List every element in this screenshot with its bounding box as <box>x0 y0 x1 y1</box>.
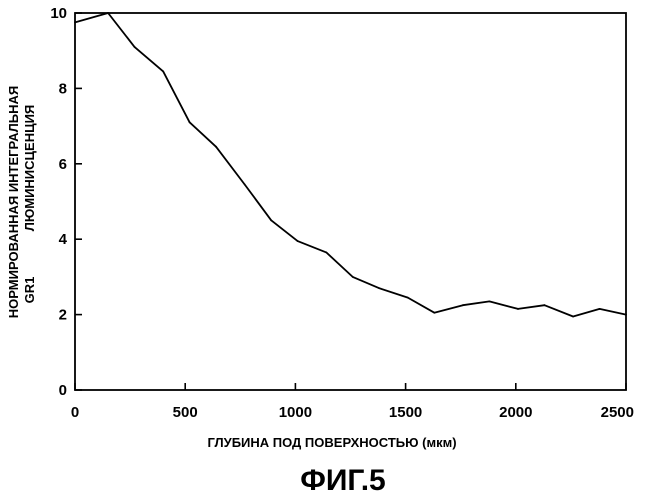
data-point <box>297 240 299 242</box>
y-axis-ticks: 0 2 4 6 8 10 <box>50 5 82 399</box>
data-point <box>433 312 435 314</box>
x-tick-label: 2500 <box>601 404 634 421</box>
x-tick-label: 500 <box>173 404 198 421</box>
data-point <box>462 304 464 306</box>
y-axis-title-line-3: ЛЮМИНИСЦЕНЦИЯ <box>22 105 37 232</box>
figure-caption: ФИГ.5 <box>300 464 385 497</box>
y-axis-title: НОРМИРОВАННАЯ ИНТЕГРАЛЬНАЯ GR1 ЛЮМИНИСЦЕ… <box>6 86 37 318</box>
data-point <box>270 219 272 221</box>
plot-frame <box>75 13 626 390</box>
y-tick-label: 6 <box>59 156 67 173</box>
y-tick-label: 8 <box>59 80 67 97</box>
y-axis-title-line-1: НОРМИРОВАННАЯ ИНТЕГРАЛЬНАЯ <box>6 86 21 318</box>
x-tick-label: 1500 <box>389 404 422 421</box>
y-tick-label: 4 <box>59 231 68 248</box>
y-tick-label: 0 <box>59 382 67 399</box>
x-tick-label: 0 <box>71 404 79 421</box>
y-tick-label: 10 <box>50 5 67 22</box>
series-points <box>74 12 627 317</box>
data-point <box>407 297 409 299</box>
data-point <box>107 12 109 14</box>
x-tick-label: 1000 <box>279 404 312 421</box>
series-line <box>75 13 626 317</box>
y-tick-label: 2 <box>59 307 67 324</box>
data-point <box>244 184 246 186</box>
data-point <box>189 121 191 123</box>
x-tick-label: 2000 <box>499 404 532 421</box>
data-point <box>352 276 354 278</box>
y-axis-title-line-2: GR1 <box>22 277 37 304</box>
data-point <box>378 287 380 289</box>
x-axis-ticks: 0 500 1000 1500 2000 2500 <box>71 383 634 421</box>
data-point <box>162 71 164 73</box>
data-point <box>625 314 627 316</box>
data-point <box>325 251 327 253</box>
data-point <box>134 46 136 48</box>
data-point <box>488 301 490 303</box>
data-point <box>517 308 519 310</box>
data-point <box>74 22 76 24</box>
data-point <box>572 316 574 318</box>
data-point <box>599 308 601 310</box>
x-axis-title: ГЛУБИНА ПОД ПОВЕРХНОСТЬЮ (мкм) <box>207 435 456 450</box>
data-point <box>544 304 546 306</box>
data-point <box>215 146 217 148</box>
